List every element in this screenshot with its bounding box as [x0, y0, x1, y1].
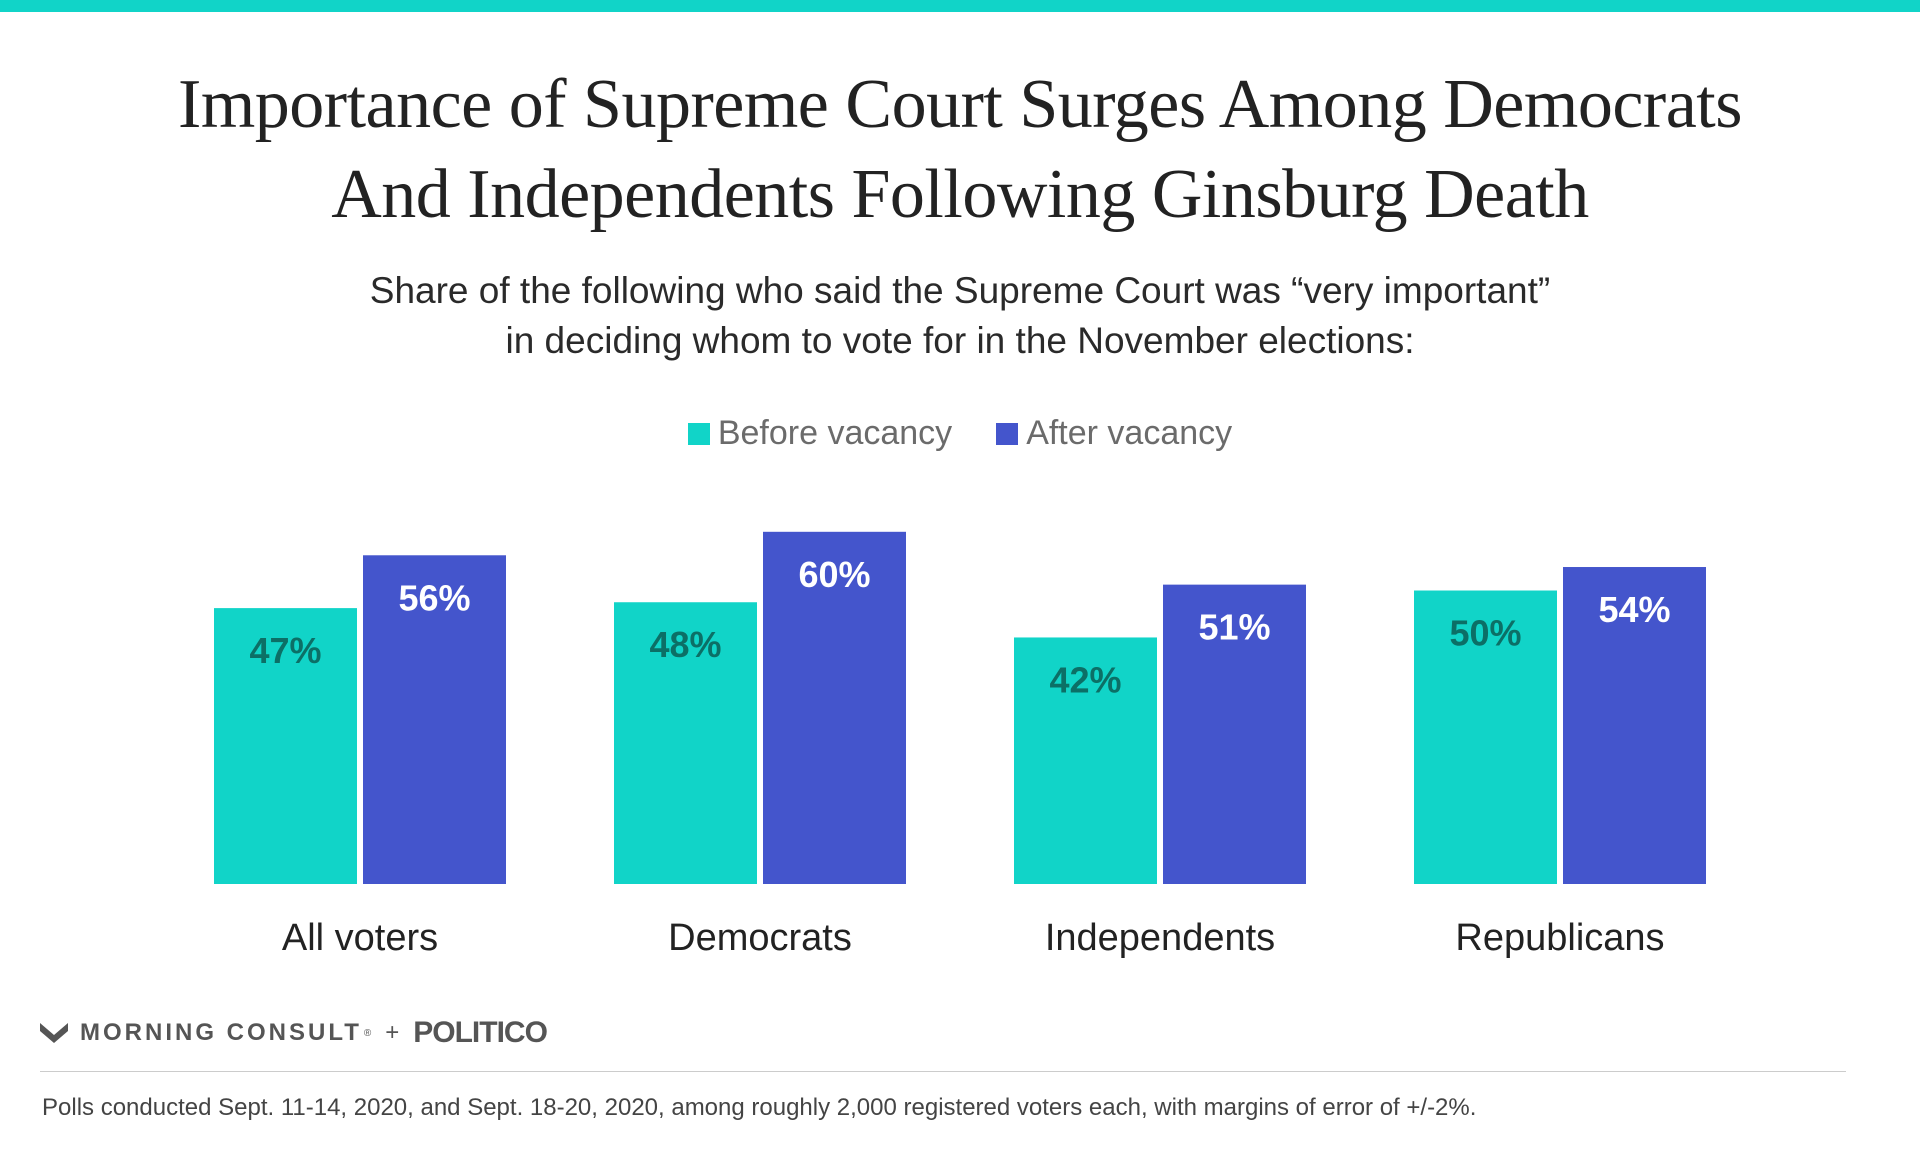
data-label-after-vacancy-all-voters: 56%	[398, 577, 470, 618]
data-label-after-vacancy-independents: 51%	[1198, 607, 1270, 648]
legend-swatch-after	[996, 422, 1019, 445]
brand-logos: MORNING CONSULT ® + POLITICO	[40, 1013, 548, 1053]
data-label-before-vacancy-republicans: 50%	[1449, 613, 1521, 654]
chart-legend: Before vacancy After vacancy	[0, 414, 1920, 453]
morning-consult-logo-icon	[40, 1023, 68, 1043]
top-accent-bar	[0, 0, 1920, 12]
chart-title: Importance of Supreme Court Surges Among…	[0, 60, 1920, 240]
bar-before-vacancy-all-voters	[214, 608, 357, 884]
data-label-before-vacancy-all-voters: 47%	[249, 630, 321, 671]
morning-consult-wordmark: MORNING CONSULT	[80, 1019, 362, 1046]
bar-after-vacancy-independents	[1163, 584, 1306, 884]
bar-after-vacancy-all-voters	[363, 555, 506, 884]
footnote: Polls conducted Sept. 11-14, 2020, and S…	[42, 1094, 1477, 1121]
legend-item-before: Before vacancy	[687, 414, 953, 453]
category-label-republicans: Republicans	[1455, 917, 1664, 959]
data-label-after-vacancy-republicans: 54%	[1598, 589, 1670, 630]
chart-subtitle: Share of the following who said the Supr…	[0, 266, 1920, 366]
footer-divider	[40, 1071, 1846, 1072]
chart-subtitle-line-1: Share of the following who said the Supr…	[369, 270, 1551, 311]
chart-subtitle-line-2: in deciding whom to vote for in the Nove…	[505, 320, 1415, 361]
bar-before-vacancy-republicans	[1414, 590, 1557, 884]
data-label-before-vacancy-independents: 42%	[1049, 659, 1121, 700]
category-label-democrats: Democrats	[668, 917, 852, 959]
data-label-before-vacancy-democrats: 48%	[649, 624, 721, 665]
registered-mark: ®	[363, 1027, 372, 1039]
category-label-all-voters: All voters	[282, 917, 438, 959]
legend-swatch-before	[687, 422, 710, 445]
category-label-independents: Independents	[1045, 917, 1275, 959]
bar-before-vacancy-independents	[1014, 637, 1157, 884]
chart-title-line-1: Importance of Supreme Court Surges Among…	[178, 66, 1742, 143]
politico-wordmark: POLITICO	[413, 1016, 548, 1049]
brand-plus-sign: +	[385, 1019, 400, 1046]
legend-label-after: After vacancy	[1026, 414, 1233, 452]
legend-item-after: After vacancy	[996, 414, 1232, 453]
bar-after-vacancy-democrats	[763, 531, 906, 884]
data-label-after-vacancy-democrats: 60%	[798, 554, 870, 595]
bar-before-vacancy-democrats	[614, 602, 757, 884]
bar-chart: 47% 56% All voters 48% 60% Democrats 42% 51% Ind…	[214, 531, 1706, 959]
bar-after-vacancy-republicans	[1563, 567, 1706, 884]
chart-title-line-2: And Independents Following Ginsburg Deat…	[331, 156, 1589, 233]
legend-label-before: Before vacancy	[717, 414, 953, 452]
